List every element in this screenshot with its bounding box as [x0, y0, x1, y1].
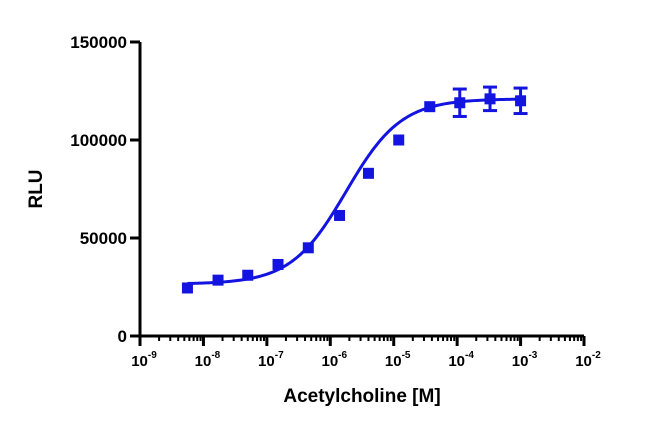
x-tick-exponent: -4	[465, 350, 474, 361]
x-axis-ticks: 10-9 10-8 10-7 10-6 10-5 10-4 10-3 10-2	[131, 336, 601, 370]
fit-curve-layer	[187, 97, 521, 285]
y-axis-ticks: 0 50000 100000 150000	[70, 33, 140, 346]
x-tick-label: 10-7	[258, 350, 284, 370]
x-tick-base: 10	[448, 353, 465, 370]
data-point-marker	[362, 167, 374, 179]
x-tick-label: 10-8	[195, 350, 221, 370]
x-tick-label: 10-3	[512, 350, 538, 370]
x-tick-base: 10	[131, 353, 148, 370]
x-tick-exponent: -5	[402, 350, 411, 361]
y-tick-label: 0	[118, 327, 127, 346]
y-tick-label: 100000	[70, 131, 127, 150]
fit-curve	[187, 97, 521, 285]
data-point-marker	[334, 209, 346, 221]
data-point-marker	[212, 274, 224, 286]
x-tick-base: 10	[258, 353, 275, 370]
x-tick-exponent: -7	[275, 350, 284, 361]
x-tick-base: 10	[385, 353, 402, 370]
data-point-marker	[272, 258, 284, 270]
data-point-marker	[393, 134, 405, 146]
x-axis: 10-9 10-8 10-7 10-6 10-5 10-4 10-3 10-2	[131, 334, 601, 370]
x-tick-exponent: -9	[148, 350, 157, 361]
x-tick-exponent: -8	[211, 350, 220, 361]
x-tick-label: 10-6	[321, 350, 347, 370]
x-tick-label: 10-2	[575, 350, 601, 370]
x-tick-base: 10	[321, 353, 338, 370]
data-point-marker	[454, 97, 466, 109]
x-tick-base: 10	[575, 353, 592, 370]
x-axis-title: Acetylcholine [M]	[283, 386, 440, 407]
data-point-marker	[424, 101, 436, 113]
data-point-marker	[302, 242, 314, 254]
x-tick-label: 10-5	[385, 350, 411, 370]
data-point-marker	[515, 95, 527, 107]
x-tick-label: 10-4	[448, 350, 474, 370]
x-tick-base: 10	[195, 353, 212, 370]
data-points-layer	[181, 85, 528, 294]
y-axis: 0 50000 100000 150000	[70, 33, 142, 346]
x-tick-base: 10	[512, 353, 529, 370]
y-tick-label: 150000	[70, 33, 127, 52]
y-tick-label: 50000	[80, 229, 127, 248]
data-point-marker	[484, 93, 496, 105]
x-tick-exponent: -6	[338, 350, 347, 361]
x-tick-exponent: -3	[528, 350, 537, 361]
data-point-marker	[181, 282, 193, 294]
data-point-marker	[242, 269, 254, 281]
y-axis-title: RLU	[26, 169, 47, 208]
x-tick-label: 10-9	[131, 350, 157, 370]
x-tick-exponent: -2	[592, 350, 601, 361]
